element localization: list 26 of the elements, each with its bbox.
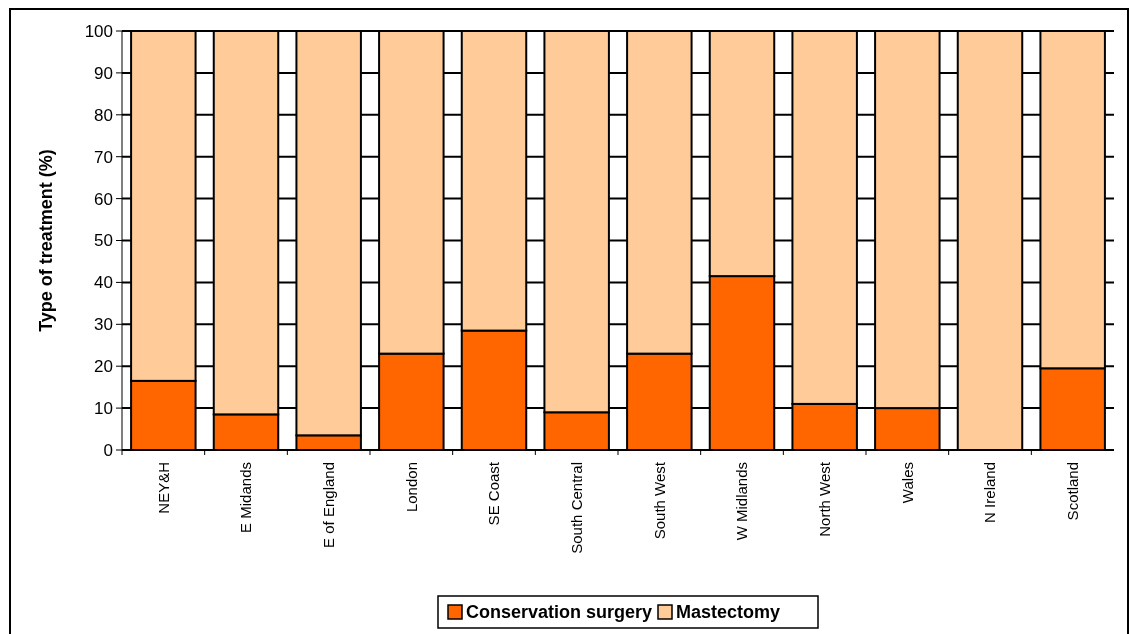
y-tick-label: 60 [94, 189, 113, 209]
x-tick-label: W Midlands [733, 462, 751, 541]
x-tick-label: North West [815, 461, 833, 537]
x-tick-label: NEY&H [154, 462, 172, 514]
y-tick-label: 40 [94, 273, 113, 293]
y-tick-label: 0 [103, 440, 113, 460]
x-tick-label: N Ireland [981, 462, 999, 523]
x-tick-label: South West [650, 461, 668, 540]
x-tick-label: E Midands [237, 462, 255, 533]
y-tick-label: 30 [94, 315, 113, 335]
x-tick-label: SE Coast [485, 461, 503, 526]
y-tick-label: 50 [94, 231, 113, 251]
x-tick-label: Scotland [1063, 462, 1081, 521]
x-tick-label: Wales [898, 462, 916, 504]
legend-label: Conservation surgery [466, 602, 653, 623]
y-tick-label: 100 [84, 21, 113, 41]
y-tick-label: 80 [94, 105, 113, 125]
legend-label: Mastectomy [676, 602, 781, 623]
y-tick-label: 10 [94, 399, 113, 419]
y-tick-label: 90 [94, 63, 113, 83]
y-axis-title: Type of treatment (%) [36, 149, 56, 332]
y-tick-label: 20 [94, 357, 113, 377]
x-tick-label: London [402, 462, 420, 513]
x-tick-label: E of England [319, 462, 337, 548]
x-tick-label: South Central [567, 462, 585, 554]
y-tick-label: 70 [94, 147, 113, 167]
